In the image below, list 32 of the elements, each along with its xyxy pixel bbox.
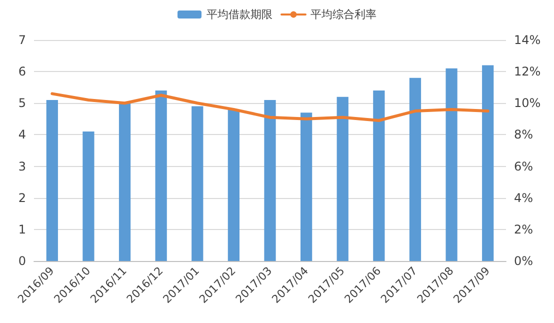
y2-tick-label: 2% xyxy=(514,222,534,236)
bar xyxy=(264,100,276,261)
bar xyxy=(228,109,240,261)
bar xyxy=(118,103,131,261)
legend-label: 平均综合利率 xyxy=(310,8,376,21)
bar xyxy=(482,65,494,261)
bar xyxy=(446,68,458,261)
line-series xyxy=(50,92,490,122)
y-tick-label: 5 xyxy=(18,96,26,110)
y-tick-label: 6 xyxy=(18,64,26,79)
bar xyxy=(192,106,204,261)
y2-tick-label: 4% xyxy=(514,190,534,205)
legend-label: 平均借款期限 xyxy=(206,8,272,21)
y-tick-label: 0 xyxy=(18,254,26,268)
bar xyxy=(336,96,348,261)
bar xyxy=(300,112,312,261)
y2-tick-label: 0% xyxy=(514,254,534,268)
y-tick-label: 3 xyxy=(18,159,26,174)
y-tick-label: 1 xyxy=(18,222,26,236)
y2-tick-label: 10% xyxy=(514,96,541,110)
y-tick-label: 4 xyxy=(18,128,26,142)
bar xyxy=(409,78,422,261)
y2-tick-label: 14% xyxy=(514,33,541,47)
y-tick-label: 2 xyxy=(18,190,26,205)
y2-tick-label: 12% xyxy=(514,64,541,79)
bar xyxy=(373,90,385,261)
bar xyxy=(46,100,58,261)
bar xyxy=(155,90,167,261)
y-tick-label: 7 xyxy=(18,33,26,47)
y2-tick-label: 6% xyxy=(514,159,534,174)
bar xyxy=(82,132,94,261)
y2-tick-label: 8% xyxy=(514,128,534,142)
